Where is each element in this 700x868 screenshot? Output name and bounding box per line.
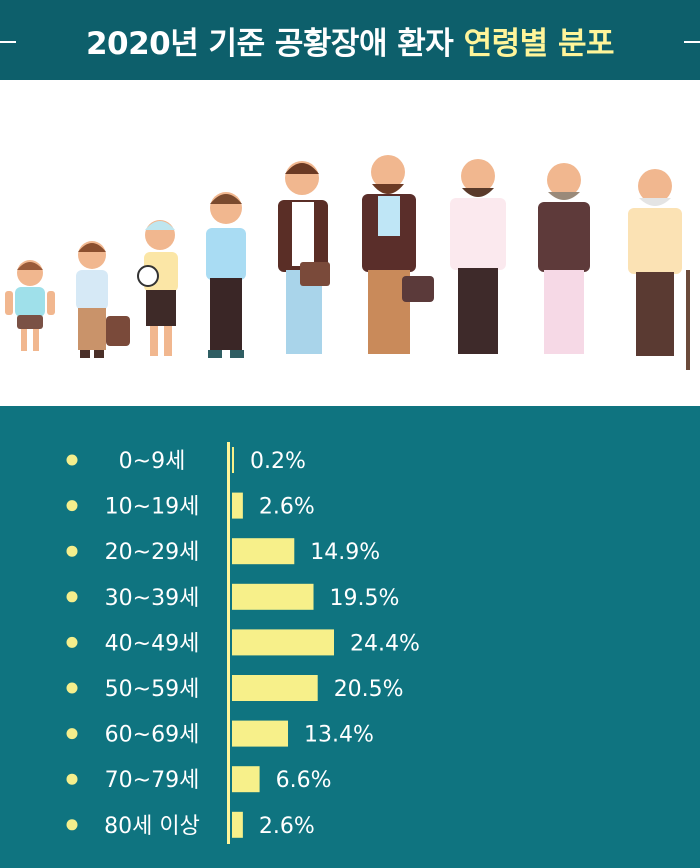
header-rule-left — [0, 41, 16, 43]
value-label: 0.2% — [250, 449, 306, 474]
bullet — [66, 500, 78, 512]
value-axis — [227, 442, 230, 844]
category-label: 50~59세 — [105, 677, 200, 702]
bullet — [66, 636, 78, 648]
bullet — [66, 819, 78, 831]
figure-elderly-man — [628, 169, 690, 370]
category-label: 40~49세 — [105, 631, 200, 656]
bullet — [66, 545, 78, 557]
category-label: 20~29세 — [105, 540, 200, 565]
bar-chart-svg: 0~9세 0.2% 10~19세 2.6% 20~29세 14.9% 30~39세 19.5%… — [66, 442, 420, 844]
header: 2020년 기준 공황장애 환자 연령별 분포 — [0, 0, 700, 80]
category-label: 0~9세 — [119, 449, 186, 474]
bullet — [66, 773, 78, 785]
bullet — [66, 728, 78, 740]
people-figures — [5, 155, 690, 370]
bar — [232, 583, 314, 610]
bar — [232, 766, 260, 793]
figure-boy — [137, 220, 178, 356]
bullet — [66, 454, 78, 466]
bar — [232, 811, 243, 838]
bullet — [66, 682, 78, 694]
title-highlight: 연령별 분포 — [463, 26, 615, 62]
title-main: 2020년 기준 공황장애 환자 — [85, 26, 454, 62]
age-distribution-chart: 0~9세 0.2% 10~19세 2.6% 20~29세 14.9% 30~39세 19.5%… — [0, 406, 700, 868]
figure-older-man — [538, 163, 590, 354]
value-label: 6.6% — [276, 768, 332, 793]
value-label: 2.6% — [259, 814, 315, 839]
category-label: 60~69세 — [105, 723, 200, 748]
value-label: 14.9% — [310, 540, 380, 565]
category-label: 10~19세 — [105, 495, 200, 520]
bar — [232, 720, 289, 747]
category-label: 70~79세 — [105, 768, 200, 793]
category-label: 30~39세 — [105, 586, 200, 611]
value-label: 13.4% — [304, 723, 374, 748]
page-title: 2020년 기준 공황장애 환자 연령별 분포 — [0, 18, 700, 63]
category-label: 80세 이상 — [104, 814, 200, 839]
value-label: 2.6% — [259, 495, 315, 520]
figure-middle-aged — [450, 159, 506, 354]
bullet — [66, 591, 78, 603]
age-progression-illustration — [0, 80, 700, 406]
value-label: 24.4% — [350, 631, 420, 656]
bar — [232, 629, 334, 656]
figure-businessman — [362, 155, 434, 354]
bar — [232, 675, 318, 701]
figure-teen — [206, 192, 246, 358]
bar — [232, 492, 243, 519]
figure-toddler — [5, 260, 55, 351]
header-rule-right — [684, 41, 700, 43]
bar — [232, 538, 295, 565]
value-label: 19.5% — [330, 586, 400, 611]
figure-young-man — [278, 161, 330, 354]
value-label: 20.5% — [334, 677, 404, 702]
figure-child — [76, 241, 130, 358]
bar — [232, 447, 234, 473]
